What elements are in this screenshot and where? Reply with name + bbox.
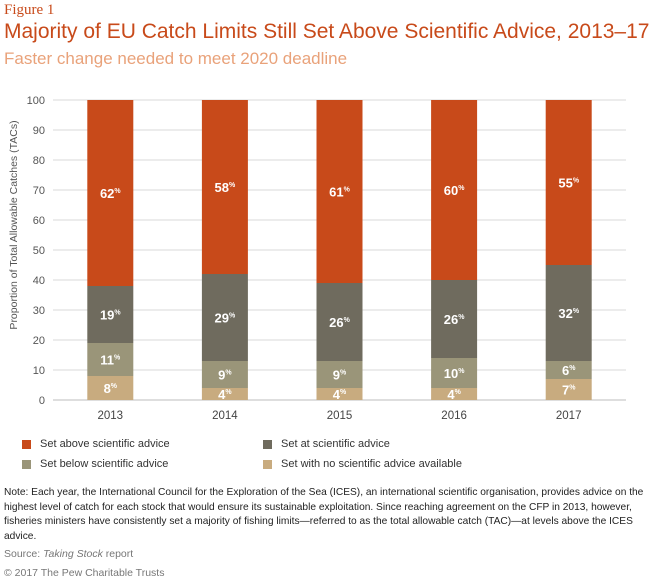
bar-segment-2015-0 xyxy=(316,388,363,400)
y-tick-label-30: 30 xyxy=(33,305,45,317)
bar-segment-2013-1 xyxy=(87,343,134,376)
bar-segment-2015-1 xyxy=(316,361,363,388)
bar-segment-2016-0 xyxy=(431,388,478,400)
chart-source: Source: Taking Stock report xyxy=(4,548,133,560)
chart-subtitle: Faster change needed to meet 2020 deadli… xyxy=(4,49,348,68)
bar-segment-2013-2 xyxy=(87,286,134,343)
x-tick-label-2015: 2015 xyxy=(327,410,353,422)
x-tick-label-2014: 2014 xyxy=(212,410,238,422)
copyright: © 2017 The Pew Charitable Trusts xyxy=(4,567,165,579)
bar-segment-2017-0 xyxy=(545,379,592,400)
bar-segment-2017-3 xyxy=(545,100,592,265)
y-tick-label-80: 80 xyxy=(33,155,45,167)
source-suffix: report xyxy=(102,548,134,560)
chart-note: Note: Each year, the International Counc… xyxy=(4,487,644,542)
y-tick-label-20: 20 xyxy=(33,335,45,347)
x-tick-label-2017: 2017 xyxy=(556,410,582,422)
y-tick-label-50: 50 xyxy=(33,245,45,257)
x-tick-label-2013: 2013 xyxy=(98,410,124,422)
bar-segment-2016-2 xyxy=(431,280,478,358)
y-tick-label-40: 40 xyxy=(33,275,45,287)
bar-segment-2017-1 xyxy=(545,361,592,379)
bar-segment-2015-2 xyxy=(316,283,363,361)
stacked-bar-chart: 0 10 20 30 40 50 60 70 80 90 100 Proportion of Tota… xyxy=(8,95,626,422)
figure-label: Figure 1 xyxy=(4,2,55,18)
bar-segment-2016-1 xyxy=(431,358,478,388)
chart-title: Majority of EU Catch Limits Still Set Ab… xyxy=(4,20,650,43)
y-tick-label-60: 60 xyxy=(33,215,45,227)
bar-segment-2014-0 xyxy=(201,388,248,400)
bar-segment-2013-3 xyxy=(87,100,134,286)
x-tick-label-2016: 2016 xyxy=(441,410,467,422)
source-prefix: Source: xyxy=(4,548,44,560)
bar-segment-2014-3 xyxy=(201,100,248,274)
bar-segment-2016-3 xyxy=(431,100,478,280)
bar-segment-2014-2 xyxy=(201,274,248,361)
y-tick-label-10: 10 xyxy=(33,365,45,377)
y-tick-label-90: 90 xyxy=(33,125,45,137)
bar-segment-2014-1 xyxy=(201,361,248,388)
bar-segment-2013-0 xyxy=(87,376,134,400)
bar-segment-2015-3 xyxy=(316,100,363,283)
y-tick-label-100: 100 xyxy=(27,95,45,107)
source-title: Taking Stock xyxy=(43,548,103,560)
y-axis-label: Proportion of Total Allowable Catches (T… xyxy=(8,120,20,329)
y-tick-label-70: 70 xyxy=(33,185,45,197)
bar-segment-2017-2 xyxy=(545,265,592,361)
y-tick-label-0: 0 xyxy=(39,395,45,407)
